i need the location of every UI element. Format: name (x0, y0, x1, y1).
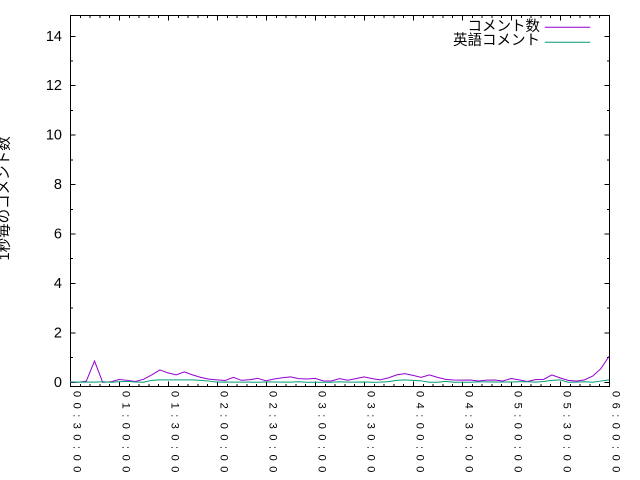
svg-text:1秒毎のコメント数: 1秒毎のコメント数 (0, 136, 13, 261)
svg-text:0: 0 (54, 375, 62, 391)
svg-text:01:00:00: 01:00:00 (120, 391, 132, 478)
svg-text:02:00:00: 02:00:00 (218, 391, 230, 478)
svg-text:04:30:00: 04:30:00 (463, 391, 475, 478)
svg-text:03:30:00: 03:30:00 (365, 391, 377, 478)
svg-text:05:00:00: 05:00:00 (512, 391, 524, 478)
svg-text:2: 2 (54, 326, 62, 342)
svg-text:14: 14 (46, 29, 62, 45)
svg-text:10: 10 (46, 128, 62, 144)
svg-text:06:00:00: 06:00:00 (610, 391, 622, 478)
svg-text:02:30:00: 02:30:00 (267, 391, 279, 478)
svg-text:12: 12 (46, 78, 62, 94)
svg-text:8: 8 (54, 177, 62, 193)
svg-text:04:00:00: 04:00:00 (414, 391, 426, 478)
svg-text:6: 6 (54, 227, 62, 243)
svg-text:03:00:00: 03:00:00 (316, 391, 328, 478)
svg-text:4: 4 (54, 276, 62, 292)
svg-text:00:30:00: 00:30:00 (71, 391, 83, 478)
svg-text:英語コメント: 英語コメント (453, 31, 540, 49)
svg-text:01:30:00: 01:30:00 (169, 391, 181, 478)
svg-text:05:30:00: 05:30:00 (561, 391, 573, 478)
